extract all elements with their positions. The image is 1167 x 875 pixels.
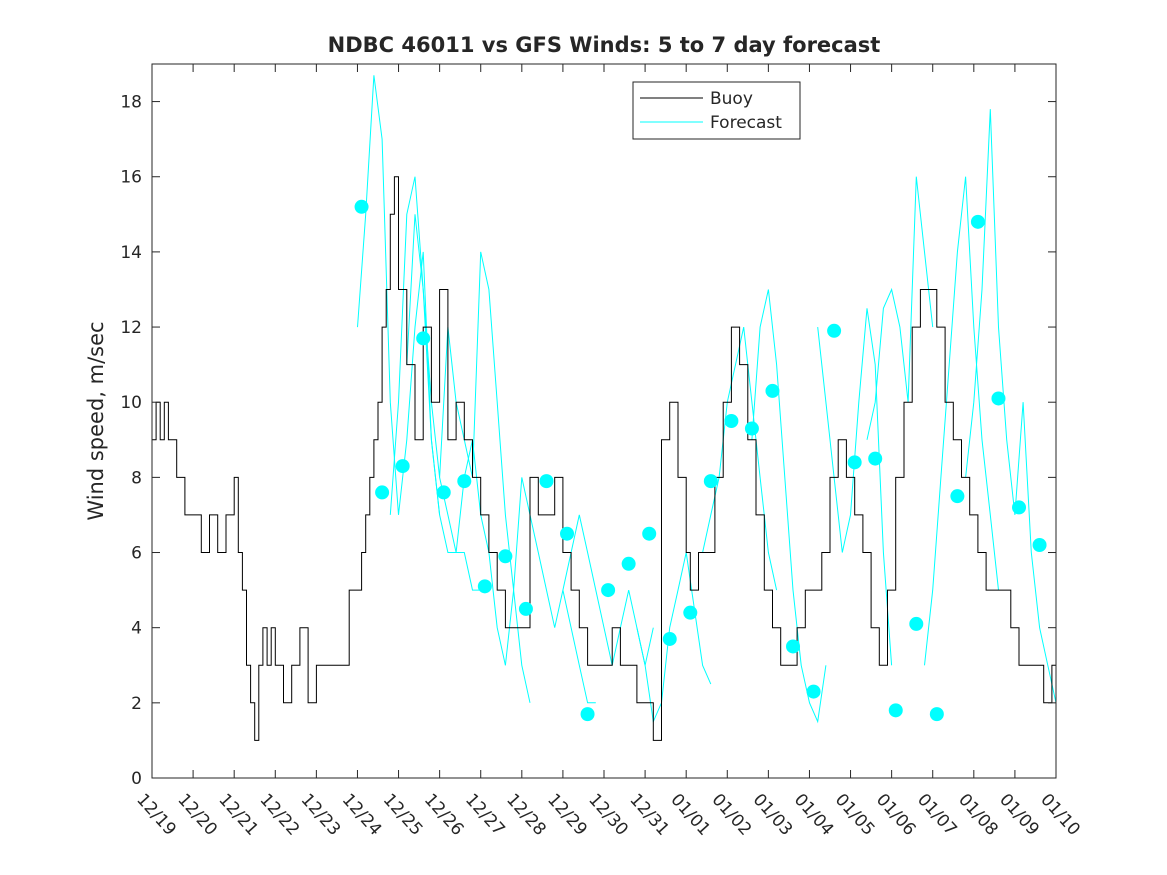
legend: Buoy Forecast xyxy=(632,81,801,140)
y-tick-label: 6 xyxy=(131,544,142,564)
y-tick-label: 0 xyxy=(131,769,142,789)
forecast-point xyxy=(868,451,883,466)
forecast-point xyxy=(950,489,965,504)
forecast-point xyxy=(416,331,431,346)
forecast-point xyxy=(375,485,390,500)
forecast-point xyxy=(662,631,677,646)
forecast-point xyxy=(703,474,718,489)
forecast-line xyxy=(751,289,827,724)
y-tick-label: 2 xyxy=(131,694,142,714)
y-tick-label: 10 xyxy=(120,393,142,413)
forecast-point xyxy=(683,605,698,620)
y-tick-label: 14 xyxy=(120,243,142,263)
forecast-point xyxy=(560,526,575,541)
buoy-line xyxy=(152,176,1056,741)
forecast-point xyxy=(806,684,821,699)
forecast-point xyxy=(991,391,1006,406)
forecast-point xyxy=(580,707,595,722)
legend-label-buoy: Buoy xyxy=(710,89,753,109)
forecast-point xyxy=(909,616,924,631)
forecast-point xyxy=(1032,538,1047,553)
forecast-point xyxy=(765,383,780,398)
forecast-point xyxy=(498,549,513,564)
forecast-point xyxy=(601,583,616,598)
y-axis-label: Wind speed, m/sec xyxy=(84,321,108,520)
forecast-line xyxy=(504,477,596,704)
forecast-point xyxy=(970,214,985,229)
forecast-point xyxy=(827,323,842,338)
forecast-line xyxy=(924,176,999,666)
forecast-point xyxy=(929,707,944,722)
forecast-point xyxy=(395,459,410,474)
forecast-point xyxy=(724,414,739,428)
forecast-point xyxy=(354,199,369,214)
forecast-point xyxy=(642,526,657,541)
chart-title: NDBC 46011 vs GFS Winds: 5 to 7 day fore… xyxy=(328,33,881,57)
forecast-point xyxy=(518,601,533,616)
forecast-point xyxy=(847,455,862,470)
y-tick-label: 4 xyxy=(131,619,142,639)
forecast-line xyxy=(439,251,531,703)
y-tick-label: 16 xyxy=(120,168,142,188)
y-tick-label: 8 xyxy=(131,468,142,488)
forecast-point xyxy=(539,474,554,489)
forecast-line xyxy=(389,176,481,591)
forecast-point xyxy=(477,579,492,594)
y-axis: 0 2 4 6 8 10 12 14 16 18 xyxy=(120,93,1056,789)
forecast-point xyxy=(744,421,759,436)
forecast-line xyxy=(965,109,1056,703)
forecast-line xyxy=(866,176,934,440)
legend-box xyxy=(632,81,801,140)
forecast-point xyxy=(457,474,472,489)
y-tick-label: 12 xyxy=(120,318,142,338)
y-tick-label: 18 xyxy=(120,93,142,113)
forecast-point xyxy=(1012,500,1027,515)
forecast-point xyxy=(786,639,801,654)
forecast-point xyxy=(888,703,903,718)
forecast-point xyxy=(621,556,636,571)
forecast-point xyxy=(436,485,451,500)
legend-label-forecast: Forecast xyxy=(710,113,782,133)
forecast-line xyxy=(357,75,441,515)
plot-area xyxy=(152,64,1056,778)
forecast-line xyxy=(636,552,712,724)
forecast-points xyxy=(354,199,1047,722)
